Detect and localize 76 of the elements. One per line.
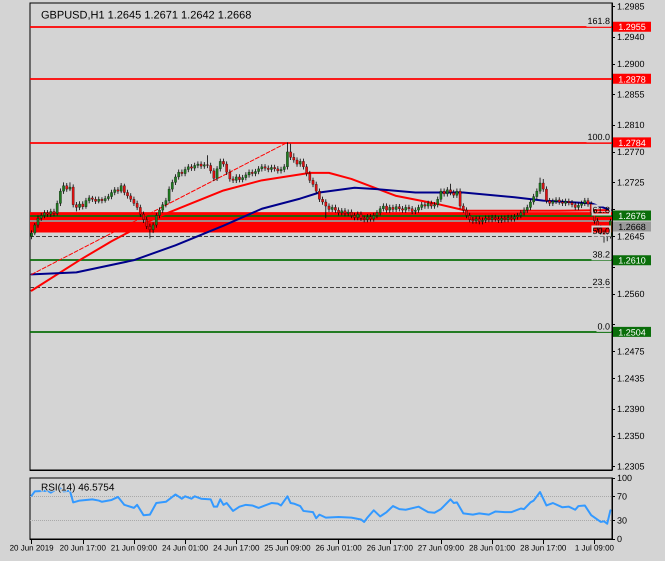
y-tick-label: 1.2645 [617, 232, 645, 242]
candlestick [190, 164, 193, 172]
candlestick [132, 196, 136, 206]
candlestick [446, 186, 449, 197]
y-tick-label: 70 [617, 491, 628, 502]
x-tick-label: 24 Jun 17:00 [213, 544, 260, 552]
candlestick [72, 184, 74, 208]
candlestick [408, 204, 410, 212]
annotation: 100.0 [587, 132, 610, 142]
candlestick [110, 189, 113, 200]
candlestick [116, 186, 120, 194]
candlestick [449, 183, 452, 196]
candlestick [488, 215, 490, 223]
y-tick-label: 1.2560 [617, 289, 645, 300]
y-tick-label: 1.2725 [617, 177, 645, 188]
candlestick [120, 182, 122, 194]
candlestick [378, 206, 382, 216]
candlestick [504, 215, 506, 223]
x-tick-label: 26 Jun 01:00 [315, 544, 362, 552]
x-tick-label: 20 Jun 17:00 [60, 544, 106, 552]
y-tick-label: 1.2390 [617, 404, 645, 414]
x-tick-label: 20 Jun 2019 [10, 544, 54, 552]
ref-line-label: 1.2668 [618, 222, 646, 232]
y-tick-label: 1.2940 [617, 32, 645, 42]
annotation: 161.8 [587, 16, 610, 26]
line-series [30, 186, 612, 276]
y-tick-label: 0 [617, 534, 622, 544]
y-tick-label: 1.2770 [617, 146, 645, 157]
ref-line-label: 1.2504 [618, 327, 646, 338]
candlestick [123, 183, 126, 196]
y-tick-label: 1.2350 [617, 431, 645, 442]
candlestick [554, 196, 558, 204]
candlestick [46, 210, 49, 218]
y-tick-label: 1.2985 [617, 1, 645, 12]
x-tick-label: 24 Jun 01:00 [162, 544, 209, 552]
annotation: 38.2 [592, 250, 610, 260]
x-tick-label: 26 Jun 17:00 [366, 544, 414, 552]
x-tick-label: 28 Jun 01:00 [468, 544, 516, 552]
y-tick-label: 30 [617, 516, 628, 526]
y-tick-label: 1.2900 [617, 58, 645, 69]
ref-line-label: 1.2610 [618, 256, 646, 266]
y-tick-label: 1.2810 [617, 120, 645, 130]
candlestick [458, 188, 462, 210]
candlestick [401, 206, 404, 214]
y-tick-label: 100 [617, 473, 632, 483]
candlestick [286, 142, 289, 170]
candlestick [296, 156, 298, 168]
candlestick [84, 198, 88, 210]
y-tick-label: 1.2855 [617, 89, 645, 100]
ref-line-label: 1.2676 [618, 211, 646, 222]
x-tick-label: 25 Jun 09:00 [264, 544, 312, 552]
annotation: 0.0 [597, 321, 610, 332]
y-tick-label: 1.2435 [617, 374, 645, 384]
candlestick [100, 196, 104, 204]
y-tick-label: 1.2305 [617, 462, 645, 472]
line-series [30, 172, 612, 292]
x-tick-label: 28 Jun 17:00 [520, 544, 567, 552]
y-tick-label: 1.2475 [617, 346, 645, 357]
candlestick [264, 164, 266, 172]
ref-line-label: 1.2878 [618, 74, 646, 84]
candlestick [424, 202, 426, 210]
candlestick [184, 166, 186, 177]
candlestick [180, 169, 184, 177]
annotation: 23.6 [592, 276, 610, 287]
ref-line-label: 1.2784 [618, 138, 646, 148]
candlestick [481, 217, 484, 225]
candlestick [360, 211, 362, 222]
x-tick-label: 21 Jun 09:00 [110, 544, 158, 552]
ref-line-label: 1.2955 [618, 22, 646, 32]
x-tick-label: 1 Jul 09:00 [574, 544, 615, 552]
candlestick [465, 206, 468, 219]
candlestick [324, 198, 328, 219]
candlestick [385, 202, 388, 214]
x-tick-label: 27 Jun 09:00 [418, 544, 465, 552]
text: GBPUSD,H1 1.2645 1.2671 1.2642 1.2668 [41, 10, 252, 22]
candlestick [497, 216, 500, 224]
